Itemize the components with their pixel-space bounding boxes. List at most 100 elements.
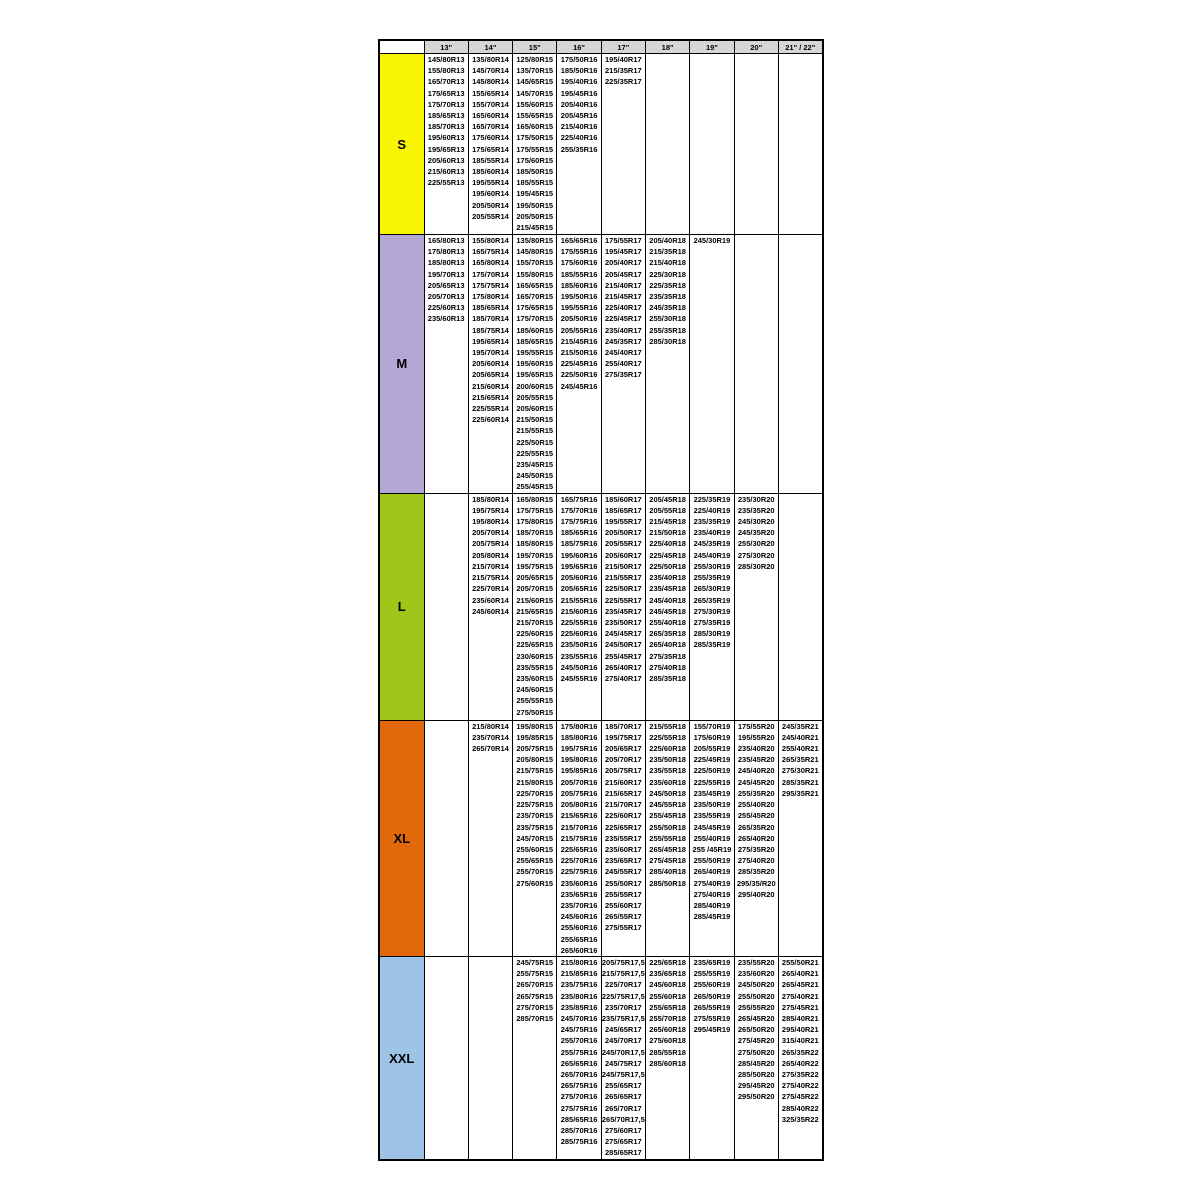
tire-size: 235/75R15 — [516, 822, 554, 832]
col-header-18: 18" — [644, 39, 691, 54]
tire-size: 175/65R14 — [472, 144, 509, 154]
tire-size: 255/50R17 — [604, 878, 642, 888]
tire-size: 175/65R15 — [516, 303, 554, 313]
tire-size: 245/35R18 — [649, 303, 686, 313]
tire-size: 175/70R14 — [472, 269, 509, 279]
tire-size: 255/60R16 — [560, 923, 598, 933]
tire-size: 225/65R16 — [560, 844, 598, 854]
tire-size: 235/65R16 — [560, 889, 598, 899]
tire-size: 215/75R16 — [560, 833, 598, 843]
col-header-14: 14" — [467, 39, 514, 54]
tire-size: 225/55R13 — [427, 178, 465, 188]
tire-size: 215/35R17 — [604, 66, 642, 76]
tire-size: 185/55R16 — [560, 269, 598, 279]
tire-size: 245/70R16 — [560, 1013, 598, 1023]
tire-size: 235/40R17 — [604, 325, 642, 335]
tire-size: 245/70R17 — [604, 1036, 642, 1046]
tire-size: 205/45R18 — [649, 494, 686, 504]
tire-size: 195/80R16 — [560, 755, 598, 765]
tire-size: 245/55R16 — [560, 673, 598, 683]
tire-size: 175/55R17 — [604, 236, 642, 245]
tire-size: 295/50R20 — [737, 1092, 775, 1102]
tire-size: 215/65R14 — [472, 392, 509, 402]
tire-size: 215/60R17 — [604, 777, 642, 787]
tire-size: 225/50R17 — [604, 584, 642, 594]
tire-size: 215/55R17 — [604, 573, 642, 583]
tire-size: 225/45R17 — [604, 314, 642, 324]
tire-size: 255/65R15 — [516, 856, 554, 866]
tire-size: 225/35R17 — [604, 77, 642, 87]
tire-size: 295/35R21 — [781, 788, 819, 798]
tire-size: 225/45R16 — [560, 359, 598, 369]
tire-size: 155/65R15 — [516, 111, 554, 121]
tire-size: 235/35R20 — [737, 505, 775, 515]
tire-size: 135/70R15 — [516, 66, 554, 76]
tire-size: 245/50R18 — [649, 788, 686, 798]
row-label-xl: XL — [378, 719, 425, 957]
tire-size: 175/50R16 — [560, 55, 598, 64]
tire-size: 285/30R18 — [649, 336, 686, 346]
tire-size: 205/55R15 — [516, 392, 554, 402]
tire-size: 245/35R20 — [737, 528, 775, 538]
tire-size: 285/30R20 — [737, 561, 775, 571]
tire-size: 235/60R20 — [737, 969, 775, 979]
tire-size: 185/55R15 — [516, 178, 554, 188]
tire-size: 225/70R17 — [604, 980, 642, 990]
tire-size: 285/40R22 — [781, 1103, 819, 1113]
tire-size: 265/75R15 — [516, 991, 554, 1001]
tire-size: 215/65R15 — [516, 606, 554, 616]
tire-size: 185/65R15 — [516, 336, 554, 346]
tire-size: 275/40R19 — [693, 889, 731, 899]
tire-size: 245/45R16 — [560, 381, 598, 391]
tire-size: 185/65R16 — [560, 528, 598, 538]
size-cell-l-20: 235/30R20 235/35R20 245/30R20 245/35R20 255/… — [733, 492, 779, 721]
tire-size: 195/55R17 — [604, 517, 642, 527]
tire-size: 265/45R21 — [781, 980, 819, 990]
tire-size: 255/50R21 — [781, 957, 819, 967]
tire-size: 215/60R15 — [516, 595, 554, 605]
tire-size: 265/65R17 — [604, 1092, 642, 1102]
tire-size: 195/60R13 — [427, 133, 465, 143]
tire-size: 195/85R15 — [516, 732, 554, 742]
tire-size: 225/70R15 — [516, 788, 554, 798]
tire-size: 195/60R16 — [560, 550, 598, 560]
tire-size: 275/30R21 — [781, 766, 819, 776]
tire-size: 255/35R20 — [737, 788, 775, 798]
tire-size: 275/70R15 — [516, 1002, 554, 1012]
tire-size: 235/35R19 — [693, 517, 731, 527]
tire-size: 175/55R20 — [737, 721, 775, 731]
tire-size: 235/75R17,5 — [601, 1013, 645, 1023]
tire-size: 205/55R19 — [693, 744, 731, 754]
tire-size-chart: 13" 14" 15" 16" 17" 18" 19" 20" 21" / 22" S 145/8… — [378, 39, 824, 1162]
tire-size: 225/60R14 — [472, 415, 509, 425]
tire-size: 245/65R17 — [604, 1025, 642, 1035]
tire-size: 265/45R18 — [649, 844, 686, 854]
tire-size: 285/35R21 — [781, 777, 819, 787]
tire-size: 235/45R19 — [693, 788, 731, 798]
tire-size: 175/75R14 — [472, 280, 509, 290]
tire-size: 225/35R18 — [649, 280, 686, 290]
tire-size: 185/60R14 — [472, 167, 509, 177]
tire-size: 265/50R20 — [737, 1025, 775, 1035]
tire-size: 235/55R16 — [560, 651, 598, 661]
tire-size: 265/35R20 — [737, 822, 775, 832]
tire-size: 255/55R20 — [737, 1002, 775, 1012]
tire-size: 205/45R16 — [560, 111, 598, 121]
tire-size: 205/60R14 — [472, 359, 509, 369]
tire-size: 215/75R15 — [516, 766, 554, 776]
tire-size: 205/50R17 — [604, 528, 642, 538]
tire-size: 235/40R19 — [693, 528, 731, 538]
tire-size: 175/65R13 — [427, 88, 465, 98]
tire-size: 145/65R15 — [516, 77, 554, 87]
tire-size: 205/50R15 — [516, 211, 554, 221]
tire-size: 255/55R19 — [693, 969, 731, 979]
tire-size: 245/75R17,5 — [601, 1069, 645, 1079]
tire-size: 185/65R17 — [604, 505, 642, 515]
tire-size: 265/40R19 — [693, 867, 731, 877]
tire-size: 225/60R16 — [560, 629, 598, 639]
tire-size: 195/50R16 — [560, 292, 598, 302]
tire-size: 205/65R17 — [604, 744, 642, 754]
tire-size: 235/55R18 — [649, 766, 686, 776]
tire-size: 225/65R17 — [604, 822, 642, 832]
tire-size: 285/70R15 — [516, 1013, 554, 1023]
